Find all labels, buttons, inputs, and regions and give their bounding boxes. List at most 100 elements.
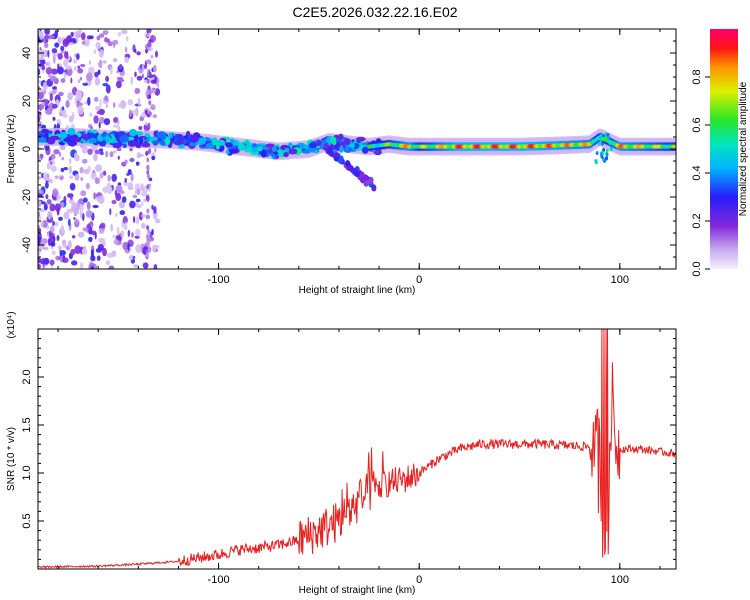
noise-blob xyxy=(43,172,48,180)
noise-blob xyxy=(43,38,46,44)
noise-blob xyxy=(146,225,150,231)
noise-blob xyxy=(98,227,105,235)
noise-blob xyxy=(146,165,150,171)
noise-blob xyxy=(79,262,84,269)
noise-blob xyxy=(102,83,109,87)
noise-blob xyxy=(57,63,60,71)
noise-blob xyxy=(54,29,58,38)
noise-blob xyxy=(45,62,49,66)
noise-blob xyxy=(133,216,136,224)
noise-blob xyxy=(52,116,56,121)
ridge-blob xyxy=(371,185,377,192)
noise-blob xyxy=(116,70,119,74)
noise-blob xyxy=(50,165,57,172)
noise-blob xyxy=(110,223,113,232)
noise-blob xyxy=(48,60,51,69)
noise-blob xyxy=(77,65,80,69)
noise-blob xyxy=(58,91,64,97)
ridge-blob xyxy=(361,146,369,154)
noise-blob xyxy=(141,63,145,73)
ridge-blob xyxy=(595,151,599,156)
noise-blob xyxy=(86,72,93,82)
noise-blob xyxy=(81,32,86,41)
noise-blob xyxy=(153,264,158,269)
noise-blob xyxy=(146,252,149,258)
noise-blob xyxy=(137,153,144,157)
noise-blob xyxy=(136,75,143,81)
noise-blob xyxy=(61,157,64,161)
ridge-blob xyxy=(330,136,337,144)
noise-blob xyxy=(38,236,41,245)
noise-blob xyxy=(138,211,143,221)
noise-blob xyxy=(148,111,152,117)
ridge-blob xyxy=(149,136,159,141)
noise-blob xyxy=(144,109,148,115)
noise-blob xyxy=(103,170,107,176)
noise-blob xyxy=(125,35,129,42)
noise-blob xyxy=(122,216,128,225)
x-tick-label: -100 xyxy=(208,274,230,286)
noise-blob xyxy=(51,68,58,75)
noise-blob xyxy=(123,181,128,186)
noise-blob xyxy=(38,216,42,220)
noise-blob xyxy=(139,69,143,74)
ridge-blob xyxy=(225,142,233,148)
noise-blob xyxy=(49,75,57,82)
ridge-blob xyxy=(81,139,91,144)
noise-blob xyxy=(118,103,123,108)
noise-blob xyxy=(144,121,148,126)
noise-blob xyxy=(112,124,119,128)
noise-blob xyxy=(151,229,154,236)
noise-blob xyxy=(146,208,150,214)
y-tick-label: 1.5 xyxy=(21,417,33,432)
ridge-blob xyxy=(129,128,137,137)
noise-blob xyxy=(99,172,104,179)
noise-blob xyxy=(136,204,142,209)
noise-blob xyxy=(147,174,150,179)
noise-blob xyxy=(70,248,76,256)
noise-blob xyxy=(46,199,52,205)
y-tick-label: 1.0 xyxy=(21,465,33,480)
noise-blob xyxy=(50,225,55,233)
x-tick-label: 100 xyxy=(611,274,629,286)
ridge-blob xyxy=(215,142,220,150)
snr-frame xyxy=(37,328,677,570)
ridge-blob xyxy=(355,136,366,142)
x-tick-label: -100 xyxy=(208,574,230,586)
noise-blob xyxy=(127,243,130,251)
noise-blob xyxy=(97,243,104,251)
ridge-blob xyxy=(367,178,373,185)
noise-blob xyxy=(93,153,98,162)
noise-blob xyxy=(57,53,63,60)
noise-blob xyxy=(44,42,49,49)
noise-blob xyxy=(80,190,87,197)
noise-blob xyxy=(61,106,65,111)
noise-blob xyxy=(38,176,42,180)
noise-blob xyxy=(51,250,56,255)
noise-blob xyxy=(49,203,56,212)
noise-blob xyxy=(38,250,41,256)
ridge-blob xyxy=(141,142,151,148)
noise-blob xyxy=(124,221,127,229)
noise-blob xyxy=(38,79,41,84)
ridge-core xyxy=(673,144,676,149)
colorbar-tick-label: 0.6 xyxy=(691,117,703,132)
noise-blob xyxy=(82,158,88,164)
noise-blob xyxy=(116,80,122,89)
x-tick-label: 100 xyxy=(611,574,629,586)
ridge-blob xyxy=(594,160,598,165)
ridge-blob xyxy=(605,152,609,157)
noise-blob xyxy=(54,203,61,212)
noise-blob xyxy=(82,227,89,232)
noise-blob xyxy=(38,193,42,197)
noise-blob xyxy=(120,29,128,35)
noise-blob xyxy=(124,159,128,165)
noise-blob xyxy=(47,49,50,58)
noise-blob xyxy=(92,204,99,209)
noise-blob xyxy=(135,228,141,237)
noise-blob xyxy=(136,51,141,56)
noise-blob xyxy=(74,245,82,255)
noise-blob xyxy=(126,172,130,176)
noise-blob xyxy=(99,33,105,38)
